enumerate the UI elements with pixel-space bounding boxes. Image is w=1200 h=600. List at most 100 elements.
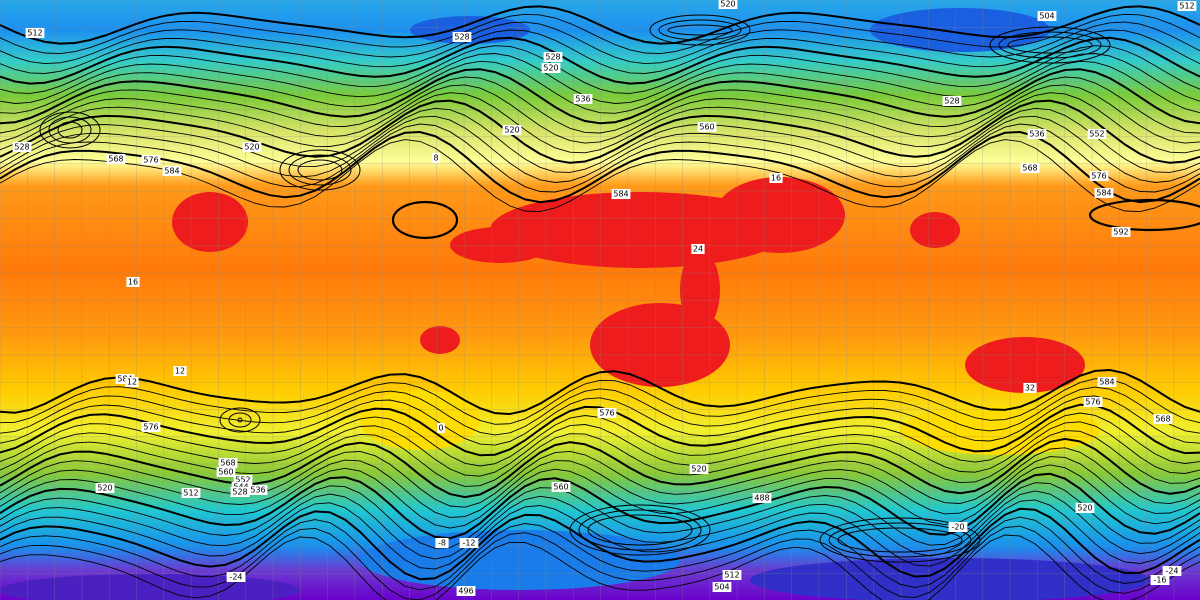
label-box — [722, 570, 742, 580]
label-box — [502, 125, 522, 135]
label-box — [126, 277, 140, 287]
contour-ring — [1007, 36, 1093, 54]
label-box — [226, 572, 246, 582]
contour-label: 512 — [183, 489, 198, 498]
height-contours — [0, 5, 1200, 600]
contour-line — [0, 99, 1200, 164]
contour-line — [0, 421, 1200, 477]
contour-label: 528 — [944, 97, 959, 106]
label-box — [181, 488, 201, 498]
contour-line — [0, 76, 1200, 134]
contour-line — [0, 378, 1200, 425]
contour-label: 576 — [1085, 398, 1100, 407]
contour-line — [0, 84, 1200, 144]
label-box — [218, 458, 238, 468]
label-box — [597, 408, 617, 418]
contour-label: 512 — [724, 571, 739, 580]
contour-label: 8 — [433, 154, 438, 163]
contour-label: 512 — [27, 29, 42, 38]
contour-ring — [391, 200, 459, 240]
label-box — [106, 154, 126, 164]
contour-line — [0, 36, 1200, 85]
label-box — [12, 142, 32, 152]
contour-ring — [587, 514, 693, 546]
contour-ring — [658, 19, 742, 41]
contour-line — [0, 403, 1200, 457]
label-box — [573, 94, 593, 104]
contour-line — [0, 139, 1200, 213]
contour-line — [0, 123, 1200, 193]
contour-line — [0, 490, 1200, 560]
contour-label: 520 — [244, 143, 259, 152]
contour-label: 584 — [613, 190, 628, 199]
contour-label: 16 — [771, 174, 781, 183]
label-box — [248, 485, 268, 495]
contour-label: 584 — [117, 375, 132, 384]
label-box — [689, 464, 709, 474]
contour-ring — [57, 121, 83, 139]
contour-label: 12 — [175, 367, 185, 376]
label-box — [437, 423, 445, 433]
label-box — [141, 422, 161, 432]
label-box — [173, 366, 187, 376]
label-box — [456, 586, 476, 596]
label-box — [541, 63, 561, 73]
label-box — [1027, 129, 1047, 139]
contour-ring — [828, 522, 972, 558]
contour-label: 520 — [543, 64, 558, 73]
contour-line — [0, 534, 1200, 600]
contour-line — [0, 525, 1200, 600]
label-box — [233, 475, 253, 485]
label-box — [1089, 171, 1109, 181]
contour-ring — [237, 417, 243, 423]
label-box — [216, 467, 236, 477]
contour-line — [0, 5, 1200, 45]
contour-line — [0, 482, 1200, 549]
contour-ring — [578, 509, 702, 551]
contour-label: 560 — [699, 123, 714, 132]
contour-ring — [39, 111, 101, 149]
label-box — [230, 487, 250, 497]
contour-label: 12 — [127, 378, 137, 387]
contour-label: 32 — [1025, 384, 1035, 393]
label-box — [141, 155, 161, 165]
label-box — [242, 142, 262, 152]
contour-ring — [998, 31, 1102, 59]
contour-label: 520 — [720, 0, 735, 9]
contour-ring — [819, 517, 981, 563]
contour-line — [0, 499, 1200, 570]
contour-line — [0, 53, 1200, 104]
contour-label: 504 — [1039, 12, 1054, 21]
label-box — [691, 244, 705, 254]
label-box — [942, 96, 962, 106]
label-box — [948, 522, 968, 532]
contour-label: 528 — [545, 53, 560, 62]
contour-label: 576 — [599, 409, 614, 418]
label-box — [1023, 383, 1037, 393]
contour-label: 536 — [1029, 130, 1044, 139]
label-box — [752, 493, 772, 503]
label-box — [697, 122, 717, 132]
contour-line — [0, 456, 1200, 518]
label-box — [1153, 414, 1173, 424]
contour-label: 0 — [438, 424, 443, 433]
contour-line — [0, 60, 1200, 114]
contour-label: 584 — [1099, 378, 1114, 387]
contour-ring — [1088, 198, 1200, 232]
contour-ring — [48, 116, 92, 144]
contour-ring — [649, 14, 751, 46]
contour-line — [0, 386, 1200, 436]
label-box — [1162, 566, 1182, 576]
label-box — [125, 377, 139, 387]
label-box — [1020, 163, 1040, 173]
contour-line — [0, 21, 1200, 65]
contour-ring — [228, 412, 252, 428]
contour-line — [0, 472, 1200, 540]
label-box — [543, 52, 563, 62]
contour-ring — [288, 154, 352, 186]
contour-line — [0, 45, 1200, 94]
contour-line — [0, 507, 1200, 581]
contour-label: -12 — [462, 539, 475, 548]
